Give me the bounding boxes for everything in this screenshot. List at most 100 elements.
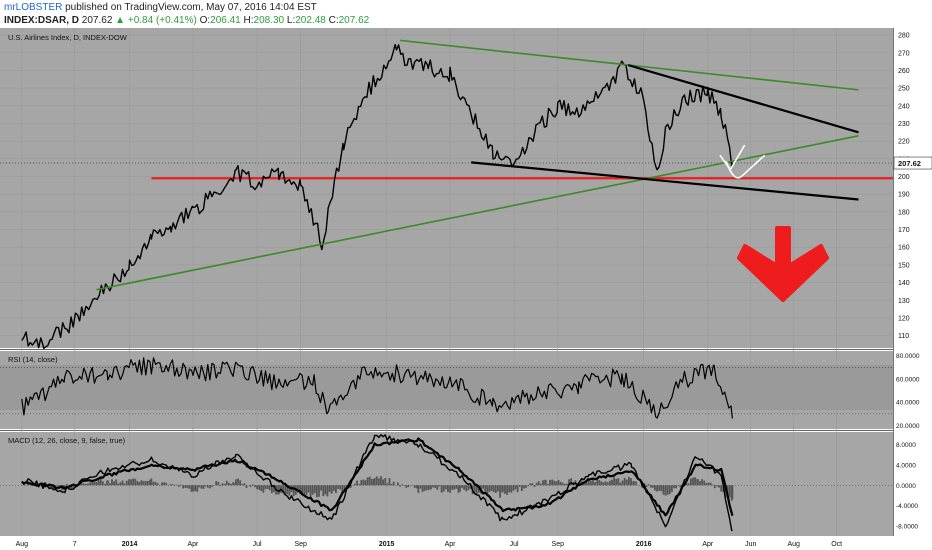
time-tick-label: Jul	[253, 541, 262, 548]
ohlc-low: 202.48	[295, 15, 326, 26]
macd-histogram-bar	[442, 485, 445, 492]
macd-histogram-bar	[570, 478, 573, 486]
macd-histogram-bar	[645, 485, 648, 488]
macd-histogram-bar	[451, 485, 454, 490]
macd-histogram-bar	[651, 485, 654, 488]
macd-histogram-bar	[196, 485, 199, 492]
macd-histogram-bar	[235, 479, 237, 486]
macd-histogram-bar	[585, 480, 587, 486]
macd-histogram-bar	[180, 484, 182, 486]
macd-histogram-bar	[731, 485, 734, 499]
macd-histogram-bar	[728, 485, 731, 498]
time-tick-label: Jun	[745, 541, 756, 548]
macd-histogram-bar	[341, 485, 344, 494]
macd-histogram-bar	[115, 479, 118, 486]
macd-histogram-bar	[262, 485, 265, 493]
macd-histogram-bar	[535, 482, 538, 486]
author-link[interactable]: mrLOBSTER	[4, 2, 63, 13]
macd-histogram-bar	[206, 485, 209, 488]
macd-histogram-bar	[113, 481, 115, 486]
macd-histogram-bar	[724, 485, 727, 498]
macd-histogram-bar	[282, 485, 285, 493]
macd-histogram-bar	[152, 481, 155, 486]
macd-histogram-bar	[467, 485, 470, 491]
macd-histogram-bar	[432, 485, 435, 488]
price-tick-label: 280	[898, 33, 910, 40]
macd-histogram-bar	[140, 480, 143, 486]
macd-histogram-bar	[230, 483, 232, 486]
macd-histogram-bar	[713, 485, 716, 489]
macd-histogram-bar	[436, 485, 439, 490]
macd-histogram-bar	[392, 481, 395, 486]
rsi-tick-label: 40.0000	[896, 400, 920, 407]
time-tick-label: Jul	[510, 541, 519, 548]
macd-histogram-bar	[615, 478, 618, 486]
macd-histogram-bar	[101, 481, 104, 486]
macd-histogram-bar	[232, 482, 235, 486]
macd-histogram-bar	[97, 480, 100, 486]
time-tick-label: Aug	[787, 541, 800, 548]
macd-histogram-bar	[416, 485, 418, 489]
macd-histogram-bar	[510, 485, 513, 493]
macd-histogram-bar	[337, 485, 339, 489]
price-tick-label: 220	[898, 139, 910, 146]
macd-histogram-bar	[551, 479, 554, 486]
macd-histogram-bar	[421, 485, 424, 492]
macd-histogram-bar	[380, 476, 382, 486]
macd-histogram-bar	[405, 485, 408, 488]
macd-histogram-bar	[146, 481, 149, 486]
macd-histogram-bar	[621, 480, 624, 486]
macd-histogram-bar	[95, 481, 98, 486]
macd-histogram-bar	[309, 485, 312, 498]
macd-histogram-bar	[635, 481, 637, 486]
green-support-trendline[interactable]	[96, 135, 859, 291]
macd-histogram-bar	[670, 485, 673, 493]
rsi-tick-label: 20.0000	[896, 423, 920, 430]
price-tick-label: 120	[898, 315, 910, 322]
macd-histogram-bar	[54, 485, 57, 487]
macd-histogram-bar	[461, 485, 463, 489]
price-tick-label: 110	[898, 333, 909, 340]
time-tick-label: Sep	[294, 541, 307, 548]
black-resistance-trendline[interactable]	[627, 64, 859, 134]
macd-histogram-bar	[373, 478, 376, 486]
price-tick-label: 180	[898, 209, 910, 216]
macd-histogram-bar	[438, 485, 441, 487]
macd-histogram-bar	[366, 477, 369, 486]
macd-histogram-bar	[458, 485, 461, 492]
macd-histogram-bar	[673, 485, 675, 489]
macd-histogram-bar	[630, 481, 633, 486]
macd-histogram-bar	[119, 482, 122, 486]
macd-histogram-bar	[320, 485, 323, 491]
macd-histogram-bar	[453, 485, 456, 490]
macd-histogram-bar	[254, 485, 256, 488]
macd-histogram-bar	[328, 485, 331, 492]
macd-histogram-bar	[223, 483, 226, 486]
macd-histogram-bar	[632, 481, 635, 486]
macd-histogram-bar	[190, 485, 193, 492]
price-tick-label: 160	[898, 245, 910, 252]
black-support-trendline[interactable]	[471, 161, 859, 201]
macd-histogram-bar	[654, 485, 656, 491]
macd-histogram-bar	[121, 480, 124, 486]
chart-area[interactable]: 1101201301401501601701801902002102202302…	[0, 28, 932, 550]
macd-histogram-bar	[539, 483, 542, 486]
macd-histogram-bar	[268, 485, 271, 491]
macd-histogram-bar	[136, 481, 139, 486]
price-tick-label: 140	[898, 280, 910, 287]
rsi-tick-label: 80.0000	[896, 353, 920, 360]
macd-histogram-bar	[130, 479, 132, 486]
time-tick-label: Apr	[702, 541, 714, 548]
price-tick-label: 270	[898, 50, 910, 57]
macd-histogram-bar	[623, 477, 626, 486]
macd-signal-line	[21, 437, 734, 517]
macd-histogram-bar	[66, 484, 68, 486]
symbol-label: INDEX:DSAR, D	[4, 15, 80, 26]
macd-histogram-bar	[608, 480, 611, 486]
macd-histogram-bar	[177, 485, 180, 487]
macd-histogram-bar	[48, 485, 51, 489]
rsi-panel-title: RSI (14, close)	[8, 355, 58, 364]
macd-histogram-bar	[208, 485, 211, 489]
time-tick-label: Aug	[16, 541, 29, 548]
macd-histogram-bar	[117, 483, 120, 486]
